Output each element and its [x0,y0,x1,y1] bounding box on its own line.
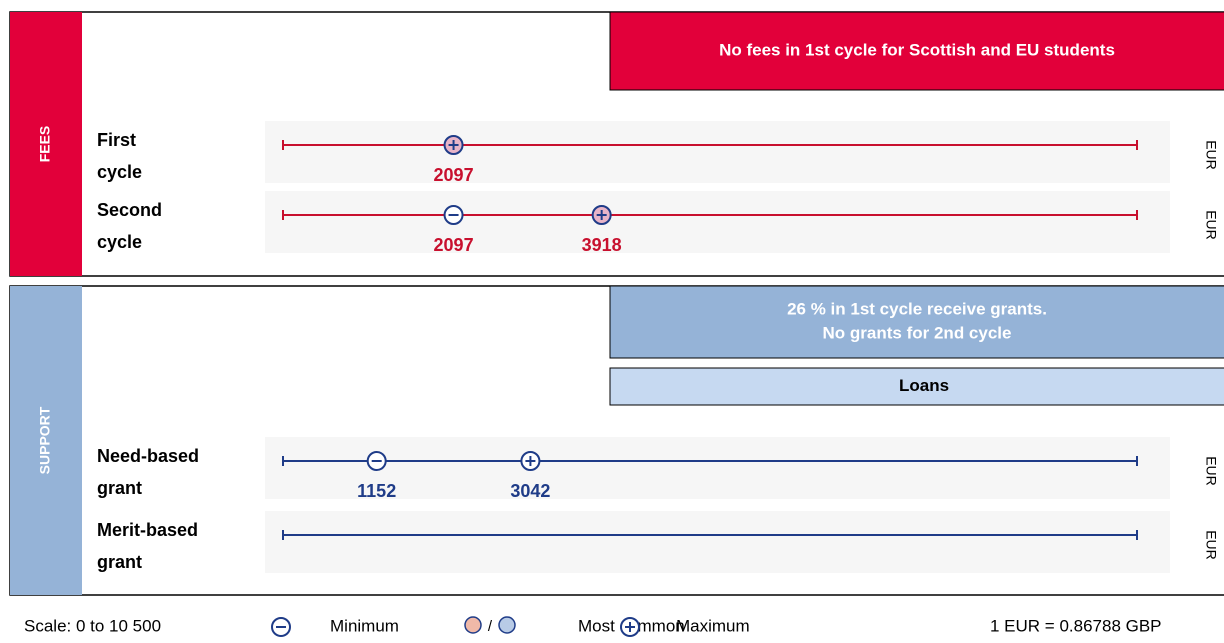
section-band [10,286,82,595]
row-label: cycle [97,162,142,182]
unit: EUR [1203,140,1219,170]
row-label: grant [97,552,142,572]
row-band [265,191,1170,253]
legend-common-support [498,616,516,634]
row-band [265,511,1170,573]
legend-minimum: Minimum [330,616,399,635]
row-label: First [97,130,136,150]
banner [609,285,1224,359]
legend-common-fees [464,616,482,634]
value-label: 3042 [510,481,550,501]
banner-text: 26 % in 1st cycle receive grants. [787,299,1047,318]
banner [609,11,1224,91]
scale-label: Scale: 0 to 10 500 [24,616,161,635]
row-label: Merit-based [97,520,198,540]
row-label: grant [97,478,142,498]
section-band [10,12,82,276]
unit: EUR [1203,210,1219,240]
value-label: 2097 [434,235,474,255]
loans-box [609,367,1224,406]
row-band [265,121,1170,183]
section-title: FEES [37,126,53,163]
row-label: cycle [97,232,142,252]
exchange-rate: 1 EUR = 0.86788 GBP [990,616,1162,635]
row-label: Second [97,200,162,220]
value-label: 2097 [434,165,474,185]
loans-text: Loans [899,376,949,395]
value-label: 3918 [582,235,622,255]
section-title: SUPPORT [37,406,53,474]
value-label: 1152 [357,481,396,501]
row-label: Need-based [97,446,199,466]
banner-text: No grants for 2nd cycle [823,323,1012,342]
row-band [265,437,1170,499]
legend-separator: / [488,618,493,635]
legend-maximum: Maximum [676,616,750,635]
unit: EUR [1203,456,1219,486]
banner-text: No fees in 1st cycle for Scottish and EU… [719,40,1115,59]
unit: EUR [1203,530,1219,560]
